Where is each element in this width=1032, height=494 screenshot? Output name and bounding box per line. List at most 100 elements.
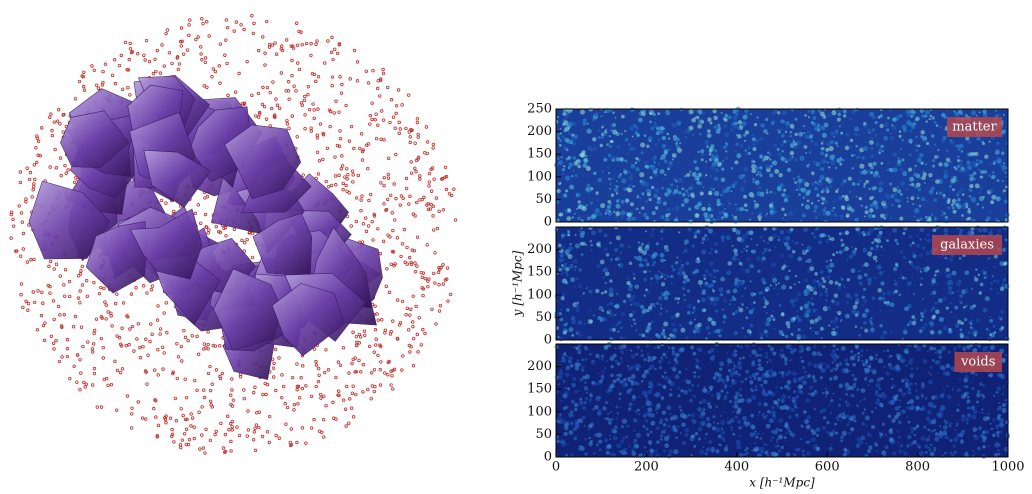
- density-texture: [726, 290, 730, 294]
- density-texture: [640, 142, 645, 147]
- tracer-point: [435, 323, 438, 326]
- density-texture: [721, 390, 724, 393]
- density-texture: [820, 327, 824, 331]
- density-texture: [646, 145, 649, 148]
- density-texture: [996, 328, 998, 330]
- density-texture: [773, 109, 777, 113]
- tracer-point: [291, 74, 294, 77]
- density-texture: [871, 317, 873, 319]
- density-texture: [657, 112, 660, 115]
- tracer-point: [230, 450, 233, 453]
- tracer-point: [360, 199, 363, 202]
- tracer-point: [185, 428, 188, 431]
- density-texture: [563, 353, 567, 357]
- tracer-point: [65, 172, 68, 175]
- tracer-point: [22, 232, 25, 235]
- density-texture: [689, 109, 694, 114]
- density-texture: [909, 129, 912, 132]
- density-texture: [882, 199, 884, 201]
- density-texture: [592, 408, 594, 410]
- density-texture: [795, 209, 797, 211]
- density-texture: [785, 321, 790, 326]
- density-texture: [711, 449, 715, 453]
- density-texture: [882, 293, 885, 296]
- tracer-point: [254, 115, 257, 118]
- tracer-point: [243, 28, 246, 31]
- density-texture: [996, 424, 999, 427]
- density-texture: [830, 412, 832, 414]
- density-texture: [725, 142, 727, 144]
- tracer-point: [269, 91, 272, 94]
- tracer-point: [369, 114, 372, 117]
- density-texture: [976, 318, 980, 322]
- density-texture: [764, 451, 768, 455]
- density-texture: [875, 247, 879, 251]
- density-texture: [825, 153, 828, 156]
- density-texture: [620, 212, 622, 214]
- tracer-point: [345, 184, 348, 187]
- density-texture: [967, 406, 970, 409]
- density-texture: [766, 322, 771, 327]
- density-texture: [713, 422, 715, 424]
- tracer-point: [387, 173, 390, 176]
- density-texture: [916, 244, 920, 248]
- tracer-point: [93, 281, 96, 284]
- density-texture: [558, 383, 560, 385]
- tracer-point: [22, 248, 25, 251]
- tracer-point: [365, 230, 368, 233]
- density-texture: [628, 402, 632, 406]
- density-texture: [802, 249, 806, 253]
- density-texture: [893, 192, 897, 196]
- density-texture: [920, 135, 923, 138]
- tracer-point: [401, 300, 404, 303]
- density-texture: [726, 392, 729, 395]
- density-texture: [688, 187, 691, 190]
- tracer-point: [100, 406, 103, 409]
- density-texture: [648, 216, 650, 218]
- density-texture: [681, 389, 684, 392]
- density-texture: [990, 288, 992, 290]
- tracer-point: [104, 63, 107, 66]
- density-texture: [759, 384, 762, 387]
- density-texture: [614, 188, 618, 192]
- density-texture: [751, 212, 753, 214]
- tracer-point: [409, 351, 412, 354]
- tracer-point: [247, 429, 250, 432]
- tracer-point: [166, 29, 169, 32]
- tracer-point: [355, 220, 358, 223]
- tracer-point: [280, 48, 283, 51]
- tracer-point: [85, 383, 88, 386]
- tracer-point: [313, 348, 316, 351]
- density-texture: [763, 227, 767, 231]
- density-texture: [615, 324, 618, 327]
- tracer-point: [78, 80, 81, 83]
- density-texture: [683, 294, 685, 296]
- density-texture: [765, 118, 768, 121]
- density-texture: [941, 211, 943, 213]
- tracer-point: [153, 407, 156, 410]
- density-texture: [710, 166, 714, 170]
- density-texture: [801, 425, 804, 428]
- tracer-point: [142, 285, 145, 288]
- tracer-point: [18, 205, 21, 208]
- density-texture: [855, 218, 859, 222]
- tracer-point: [177, 355, 180, 358]
- tracer-point: [19, 181, 22, 184]
- density-texture: [571, 122, 576, 127]
- density-texture: [620, 440, 624, 444]
- tracer-point: [295, 90, 298, 93]
- density-texture: [1001, 165, 1006, 170]
- tracer-point: [252, 438, 255, 441]
- density-texture: [846, 213, 850, 217]
- density-texture: [879, 152, 881, 154]
- density-texture: [610, 110, 612, 112]
- tracer-point: [193, 437, 196, 440]
- tracer-point: [394, 127, 397, 130]
- tracer-point: [304, 114, 307, 117]
- density-texture: [787, 370, 792, 375]
- density-texture: [919, 177, 921, 179]
- density-texture: [889, 182, 892, 185]
- tracer-point: [424, 277, 427, 280]
- density-texture: [957, 320, 961, 324]
- tracer-point: [395, 153, 398, 156]
